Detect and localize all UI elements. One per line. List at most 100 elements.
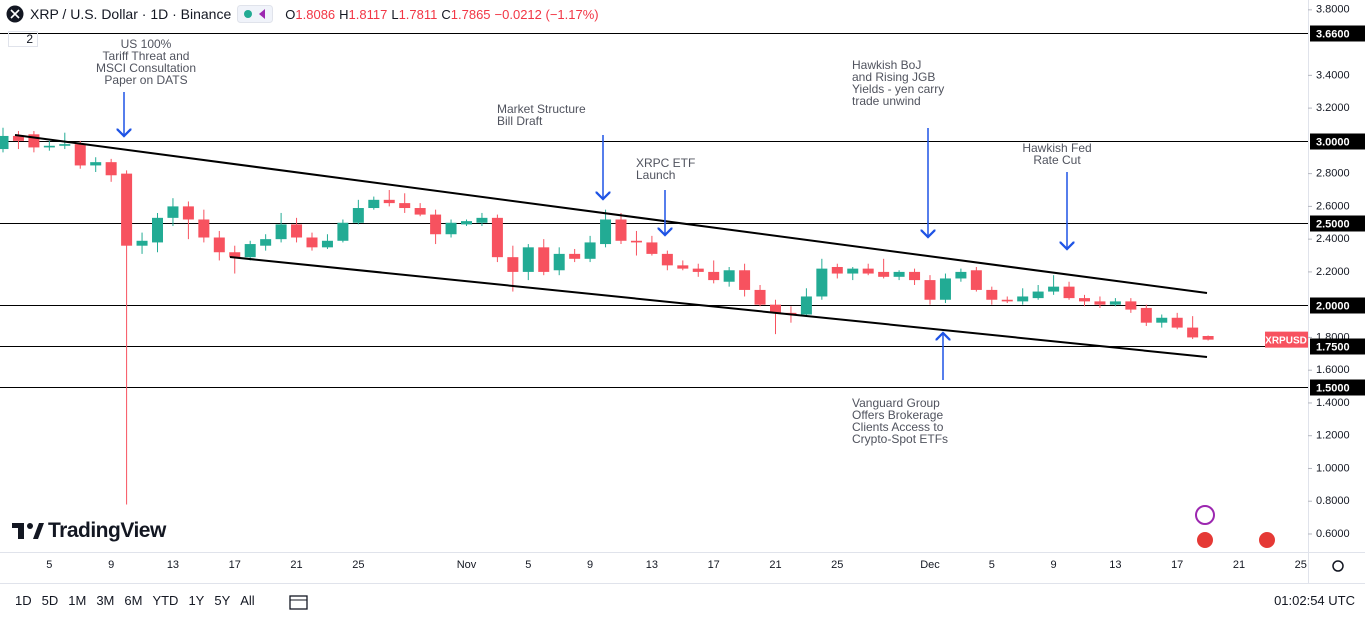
- annotation-text: Vanguard Group: [852, 396, 940, 410]
- candle-body: [368, 199, 380, 209]
- candle-body: [553, 253, 565, 271]
- candle-body: [28, 134, 40, 148]
- annotation-text: Tariff Threat and: [103, 49, 190, 63]
- range-button[interactable]: 1D: [15, 593, 32, 608]
- ohlc-value: 1.8086: [295, 6, 336, 22]
- candle-body: [615, 219, 627, 241]
- level-label: 1.5000: [1316, 382, 1350, 394]
- range-button[interactable]: 6M: [124, 593, 143, 608]
- range-button[interactable]: 5D: [41, 593, 59, 608]
- x-tick-label: 13: [646, 559, 658, 571]
- indicator-icons[interactable]: [237, 5, 274, 23]
- candle-body: [182, 206, 194, 220]
- candle-body: [569, 253, 581, 259]
- level-label-box: [1310, 133, 1365, 150]
- flag-icon: [1195, 530, 1215, 550]
- ohlc-label: L: [391, 6, 399, 22]
- range-button[interactable]: 5Y: [214, 593, 231, 608]
- range-button[interactable]: All: [240, 593, 255, 608]
- symbol-tag-box: [1265, 331, 1308, 348]
- y-tick-label: 2.8000: [1316, 168, 1350, 180]
- annotation-text: Market Structure: [497, 102, 586, 116]
- level-label: 2.5000: [1316, 218, 1350, 230]
- level-label-box: [1310, 379, 1365, 396]
- y-tick-label: 0.8000: [1316, 495, 1350, 507]
- candle-body: [491, 217, 503, 258]
- candle-body: [677, 265, 689, 269]
- range-button[interactable]: 1M: [68, 593, 87, 608]
- candle-body: [1187, 327, 1199, 338]
- annotation-text: trade unwind: [852, 94, 921, 108]
- ohlc-label: O: [285, 6, 296, 22]
- x-tick-label: Nov: [457, 559, 477, 571]
- level-label: 1.7500: [1316, 341, 1350, 353]
- annotation-text: Offers Brokerage: [852, 408, 943, 422]
- annotation-text: Crypto-Spot ETFs: [852, 432, 948, 446]
- candle-body: [939, 278, 951, 300]
- annotation-text: Paper on DATS: [104, 73, 187, 87]
- level-label: 3.6600: [1316, 28, 1350, 40]
- ohlc-readout: O1.8086 H1.8117 L1.7811 C1.7865 −0.0212 (−1.…: [285, 7, 602, 22]
- y-tick-label: 3.8000: [1316, 4, 1350, 16]
- candle-body: [723, 270, 735, 282]
- candle-body: [1032, 291, 1044, 299]
- candle-body: [291, 224, 303, 238]
- header: XRP / U.S. Dollar · 1D · Binance O1.8086…: [6, 4, 603, 24]
- settings-icon[interactable]: [1332, 560, 1344, 572]
- y-tick-label: 3.4000: [1316, 69, 1350, 81]
- candle-body: [1140, 307, 1152, 323]
- range-button[interactable]: 1Y: [188, 593, 205, 608]
- candle-body: [1094, 301, 1106, 305]
- candle-body: [90, 162, 102, 166]
- candle-body: [59, 144, 71, 146]
- date-range-icon[interactable]: [289, 593, 309, 611]
- candle-body: [167, 206, 179, 218]
- candle-body: [692, 268, 704, 272]
- symbol-title[interactable]: XRP / U.S. Dollar · 1D · Binance: [30, 6, 232, 22]
- annotation-text: Rate Cut: [1033, 153, 1081, 167]
- y-tick-label: 2.4000: [1316, 233, 1350, 245]
- ohlc-label: C: [441, 6, 451, 22]
- logo-shape: [27, 523, 33, 529]
- candle-body: [800, 296, 812, 315]
- y-tick-label: 3.2000: [1316, 102, 1350, 114]
- x-tick-label: 13: [167, 559, 179, 571]
- indicator-toggle[interactable]: 2: [8, 31, 38, 47]
- logo-shape: [18, 523, 24, 539]
- range-button[interactable]: YTD: [152, 593, 179, 608]
- candle-body: [630, 240, 642, 243]
- x-tick-label: 9: [108, 559, 114, 571]
- range-button[interactable]: 3M: [96, 593, 115, 608]
- candle-body: [244, 244, 256, 258]
- levels: [0, 33, 1308, 388]
- candle-body: [275, 224, 287, 240]
- candle-body: [383, 199, 395, 204]
- annotation-text: Launch: [636, 168, 675, 182]
- candle-body: [321, 240, 333, 248]
- candles: [0, 127, 1214, 505]
- y-tick-label: 1.0000: [1316, 462, 1350, 474]
- candle-body: [1171, 317, 1183, 328]
- icon: [1195, 505, 1215, 525]
- candle-body: [260, 239, 272, 246]
- ohlc-label: H: [339, 6, 349, 22]
- candle-body: [198, 219, 210, 238]
- level-label-box: [1310, 297, 1365, 314]
- y-tick-label: 1.4000: [1316, 397, 1350, 409]
- annotation-text: Hawkish BoJ: [852, 58, 921, 72]
- candle-body: [661, 253, 673, 266]
- indicator-count: 2: [26, 32, 33, 46]
- candle-body: [1001, 299, 1013, 302]
- candle-body: [646, 242, 658, 254]
- y-tick-label: 2.6000: [1316, 200, 1350, 212]
- candle-body: [708, 271, 720, 281]
- x-tick-label: 21: [290, 559, 302, 571]
- candle-body: [352, 208, 364, 223]
- candle-body: [538, 247, 550, 272]
- level-label: 3.0000: [1316, 136, 1350, 148]
- candle-body: [986, 289, 998, 300]
- candle-body: [12, 135, 24, 141]
- annotation-arrows: [124, 92, 1067, 380]
- annotation-text: US 100%: [121, 37, 172, 51]
